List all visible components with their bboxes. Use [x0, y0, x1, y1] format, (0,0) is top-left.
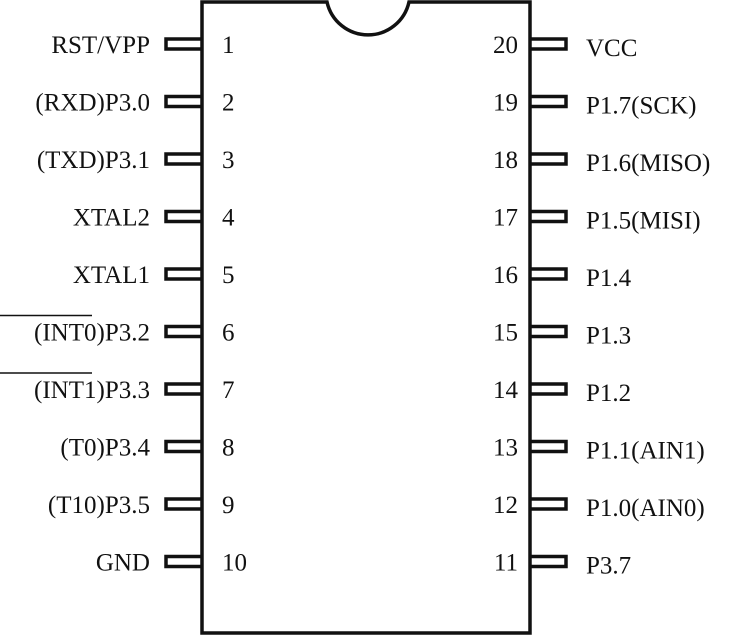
chip-body [200, 0, 532, 635]
pin-stub [530, 554, 568, 569]
pin-label-text: (TXD)P3.1 [37, 147, 150, 174]
pin-number: 11 [494, 550, 518, 577]
pin-stub [530, 382, 568, 396]
pin-label: GND [96, 550, 150, 577]
pin-number: 16 [493, 262, 518, 289]
left-pin-3: 3 (TXD)P3.1 [37, 147, 235, 174]
pin-stub [164, 37, 202, 51]
left-pin-4: 4 XTAL2 [73, 205, 235, 232]
left-pin-8: 8 (T0)P3.4 [60, 435, 234, 462]
pin-stub [530, 152, 568, 166]
pin-label: XTAL2 [73, 205, 150, 232]
pin-label: P1.6(MISO) [586, 150, 710, 177]
pin-label-overlined: (INT1) [34, 377, 105, 404]
left-pin-9: 9 (T10)P3.5 [48, 492, 235, 519]
pin-label-overlined: (INT0) [34, 320, 105, 347]
pin-label-text: P3.2 [105, 320, 150, 347]
pin-label: P1.1(AIN1) [586, 438, 705, 465]
pin-label-text: XTAL2 [73, 205, 150, 232]
pin-number: 18 [493, 147, 518, 174]
pin-number: 19 [493, 90, 518, 117]
pin-stub [164, 382, 202, 396]
pins: 1 RST/VPP 2 (RXD)P3.0 3 (TXD)P3.1 4 XTAL2 5 XTAL1… [0, 32, 710, 580]
pin-stub [164, 554, 202, 569]
pin-label: (T0)P3.4 [60, 435, 150, 462]
pin-label: (INT1)P3.3 [34, 377, 150, 404]
pin-stub [530, 324, 568, 339]
right-pin-13: 13 P1.1(AIN1) [493, 435, 705, 465]
pin-number: 4 [222, 205, 235, 232]
right-pin-12: 12 P1.0(AIN0) [493, 492, 705, 522]
pin-label: RST/VPP [51, 32, 150, 59]
pin-stub [164, 209, 202, 224]
pin-stub [164, 267, 202, 281]
pin-label: VCC [586, 35, 637, 62]
pin-label: (INT0)P3.2 [34, 320, 150, 347]
chip-outline [200, 0, 532, 635]
right-pin-16: 16 P1.4 [493, 262, 632, 292]
pin-label-text: (T0)P3.4 [60, 435, 150, 462]
left-pin-1: 1 RST/VPP [51, 32, 234, 59]
pin-stub [164, 324, 202, 339]
pin-number: 7 [222, 377, 235, 404]
pin-number: 1 [222, 32, 235, 59]
right-pin-19: 19 P1.7(SCK) [493, 90, 696, 120]
pin-label: P1.7(SCK) [586, 93, 696, 120]
pin-label: P3.7 [586, 553, 631, 580]
pin-label: P1.3 [586, 323, 631, 350]
pin-label: XTAL1 [73, 262, 150, 289]
pin-label-text: RST/VPP [51, 32, 150, 59]
pin-label-text: XTAL1 [73, 262, 150, 289]
pin-label-text: P3.3 [105, 377, 150, 404]
left-pin-7: 7 (INT1)P3.3 [0, 372, 235, 404]
pin-label: P1.4 [586, 265, 632, 292]
right-pin-14: 14 P1.2 [493, 377, 631, 407]
pin-stub [164, 94, 202, 109]
left-pin-10: 10 GND [96, 550, 247, 577]
pin-stub [530, 209, 568, 224]
pin-label: P1.2 [586, 380, 631, 407]
pin-number: 15 [493, 320, 518, 347]
pin-label-text: GND [96, 550, 150, 577]
pin-label: (T10)P3.5 [48, 492, 150, 519]
pin-stub [164, 439, 202, 454]
pin-number: 9 [222, 492, 235, 519]
pin-label: P1.0(AIN0) [586, 495, 705, 522]
pin-number: 13 [493, 435, 518, 462]
pin-number: 17 [493, 205, 518, 232]
right-pin-17: 17 P1.5(MISI) [493, 205, 701, 235]
right-pin-11: 11 P3.7 [494, 550, 631, 580]
pin-stub [164, 152, 202, 166]
pin-label: P1.5(MISI) [586, 208, 701, 235]
pin-number: 3 [222, 147, 235, 174]
left-pin-2: 2 (RXD)P3.0 [35, 90, 234, 117]
pin-label: (RXD)P3.0 [35, 90, 150, 117]
pin-number: 8 [222, 435, 235, 462]
pin-stub [530, 37, 568, 51]
pin-stub [530, 497, 568, 511]
pin-number: 20 [493, 32, 518, 59]
pin-number: 6 [222, 320, 235, 347]
left-pin-5: 5 XTAL1 [73, 262, 235, 289]
pin-stub [530, 267, 568, 281]
pin-number: 10 [222, 550, 247, 577]
pin-stub [530, 94, 568, 109]
right-pin-18: 18 P1.6(MISO) [493, 147, 710, 177]
pin-label-text: (RXD)P3.0 [35, 90, 150, 117]
right-pin-20: 20 VCC [493, 32, 637, 62]
pin-number: 5 [222, 262, 235, 289]
right-pin-15: 15 P1.3 [493, 320, 631, 350]
pin-number: 14 [493, 377, 519, 404]
pin-stub [164, 497, 202, 511]
left-pin-6: 6 (INT0)P3.2 [0, 314, 235, 347]
pin-number: 12 [493, 492, 518, 519]
pin-label-text: (T10)P3.5 [48, 492, 150, 519]
pin-label: (TXD)P3.1 [37, 147, 150, 174]
pin-number: 2 [222, 90, 235, 117]
pin-stub [530, 439, 568, 454]
